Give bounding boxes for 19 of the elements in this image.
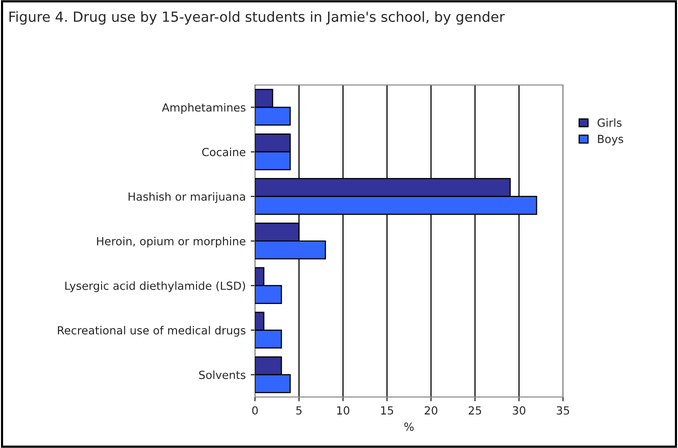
y-tick-label: Amphetamines bbox=[162, 103, 246, 114]
x-tick-label: 20 bbox=[424, 406, 438, 415]
y-tick-label: Lysergic acid diethylamide (LSD) bbox=[65, 281, 246, 292]
y-tick-label: Hashish or marijuana bbox=[128, 192, 245, 203]
y-tick-label: Recreational use of medical drugs bbox=[58, 326, 246, 337]
chart-title: Figure 4. Drug use by 15-year-old students in Jamie's school, by gender bbox=[10, 11, 505, 25]
y-tick-label: Solvents bbox=[199, 370, 246, 380]
y-tick-label: Heroin, opium or morphine bbox=[97, 236, 246, 248]
legend-label: Girls bbox=[598, 118, 622, 127]
x-tick-label: 15 bbox=[381, 406, 394, 415]
x-tick-label: 10 bbox=[337, 406, 350, 415]
x-tick-label: 30 bbox=[512, 406, 526, 415]
x-tick-label: 5 bbox=[296, 406, 302, 415]
x-tick-label: 0 bbox=[252, 406, 258, 415]
y-tick-label: Cocaine bbox=[202, 148, 246, 156]
legend-label: Boys bbox=[598, 134, 624, 146]
x-tick-label: 35 bbox=[556, 406, 570, 415]
x-tick-label: 25 bbox=[468, 406, 482, 415]
x-axis-title: % bbox=[404, 422, 414, 431]
